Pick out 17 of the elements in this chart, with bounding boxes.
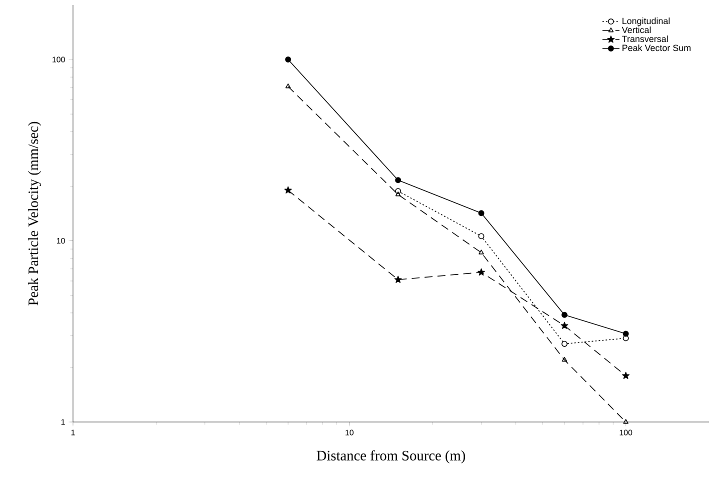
point <box>562 312 568 318</box>
point <box>395 177 402 184</box>
point <box>560 322 568 329</box>
point <box>394 276 402 283</box>
legend-label: Longitudinal <box>622 18 670 26</box>
point <box>562 356 568 362</box>
legend-label: Transversal <box>622 35 668 42</box>
point <box>478 250 484 254</box>
y-axis-title: Peak Particle Velocity (mm/sec) <box>28 122 42 306</box>
legend-label: Vertical <box>622 26 651 34</box>
legend-label: Peak Vector Sum <box>622 44 691 52</box>
point <box>478 268 485 276</box>
point <box>478 233 484 240</box>
point <box>395 192 401 196</box>
x-axis-title: Distance from Source (m) <box>316 450 466 464</box>
point <box>562 340 568 347</box>
point <box>478 210 484 216</box>
